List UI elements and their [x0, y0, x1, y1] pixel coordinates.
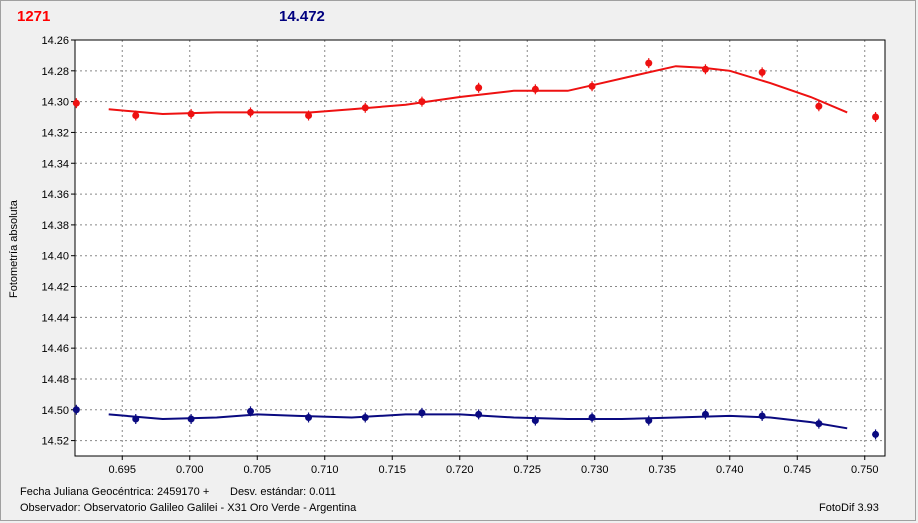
- y-tick-label: 14.40: [41, 251, 69, 263]
- x-tick-label: 0.705: [243, 464, 271, 476]
- y-tick-label: 14.50: [41, 405, 69, 417]
- series-1-point: [531, 85, 539, 93]
- series-1-point: [418, 98, 426, 106]
- x-tick-label: 0.715: [378, 464, 406, 476]
- series-1-point: [132, 111, 140, 119]
- x-tick-label: 0.700: [176, 464, 204, 476]
- y-tick-label: 14.26: [41, 35, 69, 47]
- series-2-point: [418, 409, 426, 417]
- series-1-point: [701, 65, 709, 73]
- series-1-point: [758, 68, 766, 76]
- y-tick-label: 14.38: [41, 220, 69, 232]
- x-tick-label: 0.720: [446, 464, 474, 476]
- plot-area: [75, 40, 885, 456]
- series-1-point: [72, 99, 80, 107]
- series-1-fit-line: [108, 65, 848, 116]
- series-2-point: [361, 413, 369, 421]
- y-tick-label: 14.34: [41, 158, 69, 170]
- series-2-point: [758, 412, 766, 420]
- std-dev-label: Desv. estándar: 0.011: [230, 486, 336, 498]
- x-tick-label: 0.725: [513, 464, 541, 476]
- series-2-point: [132, 415, 140, 423]
- magnitude-label: 14.472: [279, 8, 325, 25]
- series-1-point: [305, 111, 313, 119]
- y-tick-label: 14.36: [41, 189, 69, 201]
- julian-date-label: Fecha Juliana Geocéntrica: 2459170 +: [20, 486, 210, 498]
- y-tick-label: 14.52: [41, 436, 69, 448]
- x-tick-label: 0.710: [311, 464, 339, 476]
- y-tick-label: 14.48: [41, 374, 69, 386]
- y-tick-label: 14.28: [41, 66, 69, 78]
- y-tick-label: 14.46: [41, 343, 69, 355]
- object-id-label: 1271: [17, 8, 51, 25]
- series-1-point: [187, 110, 195, 118]
- y-tick-label: 14.42: [41, 282, 69, 294]
- x-tick-label: 0.740: [716, 464, 744, 476]
- series-1-point: [588, 82, 596, 90]
- series-1-point: [872, 113, 880, 121]
- observer-label: Observador: Observatorio Galileo Galilei…: [20, 502, 357, 514]
- x-tick-label: 0.745: [783, 464, 811, 476]
- series-2-point: [187, 415, 195, 423]
- series-1-point: [475, 84, 483, 92]
- series-1-point: [247, 108, 254, 116]
- series-2-point: [247, 407, 254, 415]
- y-tick-label: 14.32: [41, 127, 69, 139]
- series-2-point: [645, 417, 653, 425]
- series-2-point: [815, 420, 823, 428]
- series-2-point: [475, 410, 483, 418]
- series-2-point: [872, 430, 880, 438]
- y-tick-label: 14.30: [41, 97, 69, 109]
- x-tick-label: 0.735: [648, 464, 676, 476]
- x-tick-label: 0.695: [108, 464, 136, 476]
- series-1-point: [815, 102, 823, 110]
- y-tick-label: 14.44: [41, 312, 69, 324]
- series-2-fit-line: [108, 413, 848, 430]
- x-tick-label: 0.730: [581, 464, 609, 476]
- series-1-point: [361, 104, 369, 112]
- plot-border: [74, 39, 886, 457]
- series-2-point: [588, 413, 596, 421]
- software-label: FotoDif 3.93: [819, 502, 879, 514]
- series-2-point: [72, 406, 80, 414]
- series-2-point: [701, 410, 709, 418]
- series-2-point: [531, 417, 539, 425]
- series-1-point: [645, 59, 653, 67]
- x-tick-label: 0.750: [851, 464, 879, 476]
- series-2-point: [305, 413, 313, 421]
